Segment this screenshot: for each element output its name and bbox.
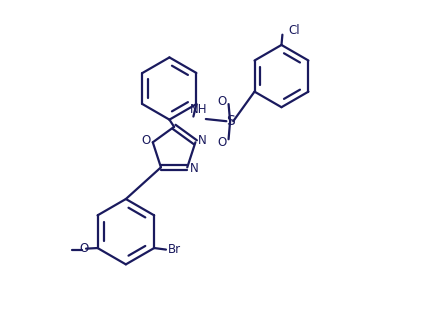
Text: O: O	[141, 134, 150, 147]
Text: Cl: Cl	[289, 24, 300, 36]
Text: N: N	[198, 134, 207, 147]
Text: NH: NH	[190, 103, 208, 116]
Text: O: O	[217, 136, 226, 149]
Text: O: O	[80, 241, 89, 255]
Text: N: N	[190, 162, 199, 176]
Text: O: O	[217, 95, 226, 108]
Text: S: S	[226, 114, 234, 128]
Text: Br: Br	[167, 243, 181, 256]
